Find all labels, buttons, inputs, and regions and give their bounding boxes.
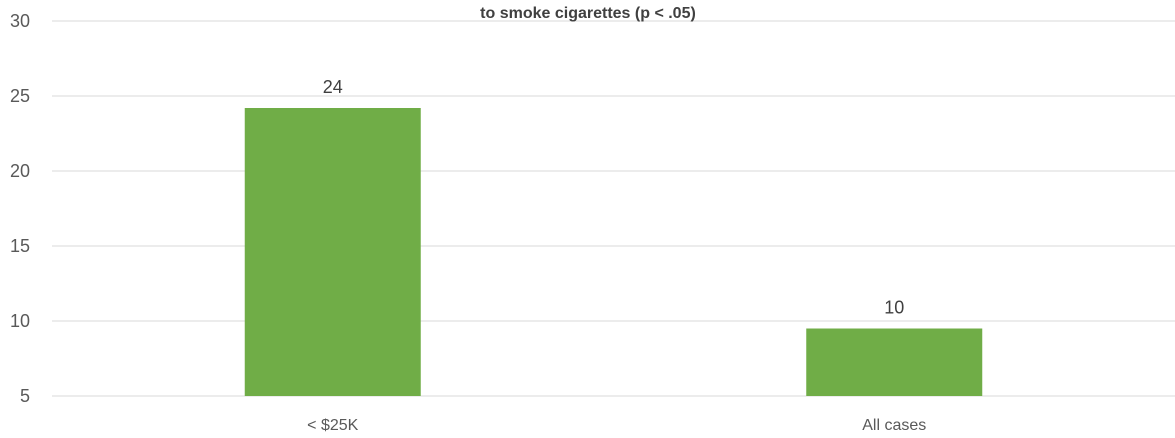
- x-axis: < $25K All cases: [307, 417, 926, 434]
- gridlines: [52, 20, 1175, 397]
- bar: [244, 108, 421, 396]
- y-tick-label: 20: [10, 161, 30, 181]
- data-label: 10: [884, 298, 904, 318]
- x-category-label: All cases: [862, 417, 926, 434]
- y-tick-label: 15: [10, 236, 30, 256]
- chart-title: to smoke cigarettes (p < .05): [480, 5, 696, 22]
- bar: [806, 328, 983, 396]
- y-tick-label: 10: [10, 311, 30, 331]
- y-tick-label: 5: [20, 386, 30, 406]
- y-axis: 5 10 15 20 25 30: [10, 11, 30, 406]
- y-tick-label: 25: [10, 86, 30, 106]
- y-tick-label: 30: [10, 11, 30, 31]
- x-category-label: < $25K: [307, 417, 358, 434]
- data-label: 24: [323, 77, 343, 97]
- bars: 24 10: [244, 77, 983, 396]
